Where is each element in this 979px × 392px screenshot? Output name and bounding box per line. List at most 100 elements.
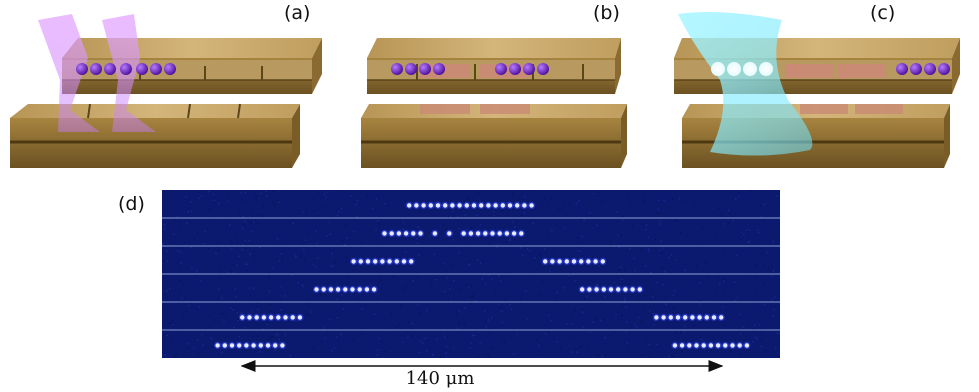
ion-chain-a: [76, 63, 176, 75]
camera-rows: [162, 201, 780, 349]
ion-fluorescence: [357, 287, 362, 292]
ion-fluorescence: [522, 203, 527, 208]
ion-fluorescence: [475, 231, 481, 236]
ion-fluorescence: [468, 231, 474, 236]
ion-fluorescence: [679, 343, 685, 348]
ion-fluorescence: [490, 231, 495, 236]
ion-fluorescence: [675, 315, 681, 320]
ion-fluorescence: [464, 203, 469, 208]
panel-c: (c): [660, 0, 979, 180]
ion-fluorescence: [587, 287, 592, 292]
ion-fluorescence: [229, 343, 235, 348]
ion-fluorescence: [708, 343, 714, 348]
ion-fluorescence: [396, 231, 402, 236]
laser-beam-1: [38, 14, 100, 132]
lower-electrode-top: [10, 104, 300, 118]
ion-chain-bright: [711, 62, 773, 76]
ion-fluorescence: [543, 259, 548, 264]
ion-fluorescence: [244, 343, 249, 348]
ion-fluorescence: [711, 315, 717, 320]
ion-fluorescence: [483, 231, 488, 236]
ion-fluorescence: [654, 315, 659, 320]
ion-fluorescence: [630, 287, 635, 292]
ion-fluorescence: [421, 203, 426, 208]
ion-fluorescence: [314, 287, 319, 292]
ion-fluorescence: [443, 203, 448, 208]
ion-fluorescence: [661, 315, 666, 320]
upper-electrode-top: [367, 38, 621, 58]
ion-fluorescence: [428, 203, 433, 208]
ion-fluorescence: [247, 315, 252, 320]
fluorescence-image: [162, 190, 780, 358]
ion-fluorescence: [297, 315, 303, 320]
electrode-segment: [785, 64, 833, 78]
ion-fluorescence: [222, 343, 227, 348]
ion-fluorescence: [328, 287, 334, 292]
ion-fluorescence: [719, 315, 724, 320]
ion-fluorescence: [571, 259, 577, 264]
ion-fluorescence: [435, 203, 441, 208]
ion-fluorescence: [409, 259, 414, 264]
ion-fluorescence: [394, 259, 399, 264]
ion-fluorescence: [401, 259, 407, 264]
electrode-segment: [838, 64, 886, 78]
ion-fluorescence: [215, 343, 220, 348]
electrode-segment: [420, 64, 470, 78]
ion-fluorescence: [637, 287, 642, 292]
ion-fluorescence: [730, 343, 735, 348]
ion-chain-b: [391, 63, 549, 75]
ion-fluorescence: [486, 203, 491, 208]
ion-fluorescence: [519, 231, 524, 236]
ion-fluorescence: [432, 231, 438, 236]
ion-fluorescence: [290, 315, 295, 320]
ion-fluorescence: [283, 315, 288, 320]
ion-fluorescence: [365, 259, 371, 264]
trap-illustration-c: [674, 12, 960, 168]
ion-fluorescence: [701, 343, 706, 348]
ion-fluorescence: [497, 231, 502, 236]
upper-electrode-top: [62, 38, 322, 58]
ion-fluorescence: [737, 343, 742, 348]
ion-fluorescence: [511, 231, 517, 236]
ion-fluorescence: [461, 231, 466, 236]
ion-fluorescence: [690, 315, 695, 320]
ion-fluorescence: [364, 287, 370, 292]
ion-fluorescence: [335, 287, 341, 292]
ion-fluorescence: [251, 343, 256, 348]
ion-fluorescence: [268, 315, 274, 320]
ion-fluorescence: [447, 231, 452, 236]
ion-fluorescence: [414, 203, 419, 208]
panel-label-a: (a): [284, 2, 311, 24]
ion-fluorescence: [261, 315, 267, 320]
ion-fluorescence: [687, 343, 692, 348]
ion-fluorescence: [258, 343, 263, 348]
ion-fluorescence: [493, 203, 498, 208]
ion-fluorescence: [265, 343, 271, 348]
ion-fluorescence: [387, 259, 392, 264]
ion-fluorescence: [358, 259, 363, 264]
trap-illustration-b: [361, 38, 627, 168]
ion-fluorescence: [600, 259, 605, 264]
ion-fluorescence: [237, 343, 242, 348]
panel-label-b: (b): [593, 2, 620, 24]
ion-fluorescence: [580, 287, 585, 292]
ion-fluorescence: [343, 287, 348, 292]
ion-fluorescence: [403, 231, 409, 236]
panel-label-c: (c): [870, 2, 896, 24]
scale-arrow: [240, 360, 724, 372]
ion-fluorescence: [380, 259, 385, 264]
ion-fluorescence: [601, 287, 606, 292]
ion-fluorescence: [321, 287, 326, 292]
ion-fluorescence: [471, 203, 477, 208]
ion-fluorescence: [418, 231, 423, 236]
trap-illustration-a: [10, 14, 322, 168]
ion-fluorescence: [594, 287, 599, 292]
ion-fluorescence: [697, 315, 702, 320]
panel-a: (a): [0, 0, 330, 180]
ion-fluorescence: [371, 287, 377, 292]
ion-fluorescence: [273, 343, 278, 348]
panel-b: (b): [345, 0, 635, 180]
ion-fluorescence: [608, 287, 614, 292]
ion-fluorescence: [586, 259, 591, 264]
ion-fluorescence: [668, 315, 673, 320]
